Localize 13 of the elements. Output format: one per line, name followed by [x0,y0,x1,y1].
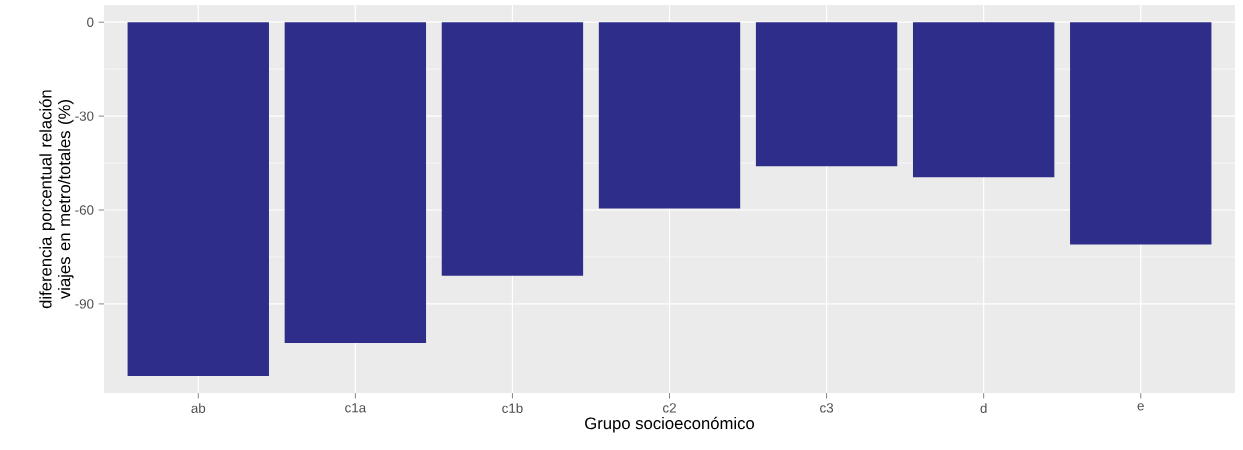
x-tick-label: c2 [663,403,676,413]
x-tick-label: d [980,403,987,413]
x-tick-label: e [1137,403,1144,411]
y-axis-title: diferencia porcentual relación viajes en metro/totales (%) [39,90,74,309]
x-axis-title: Grupo socioeconómico [585,416,755,433]
x-tick-label: ab [191,403,206,413]
x-tick-label: c1a [345,403,367,413]
y-tick-label: -30 [75,111,94,121]
x-tick-label: c3 [820,403,834,413]
x-tick-label: c1b [502,403,523,413]
y-tick-label: -90 [75,299,94,309]
y-tick-label: 0 [87,17,94,27]
y-tick-label: -60 [75,205,94,215]
